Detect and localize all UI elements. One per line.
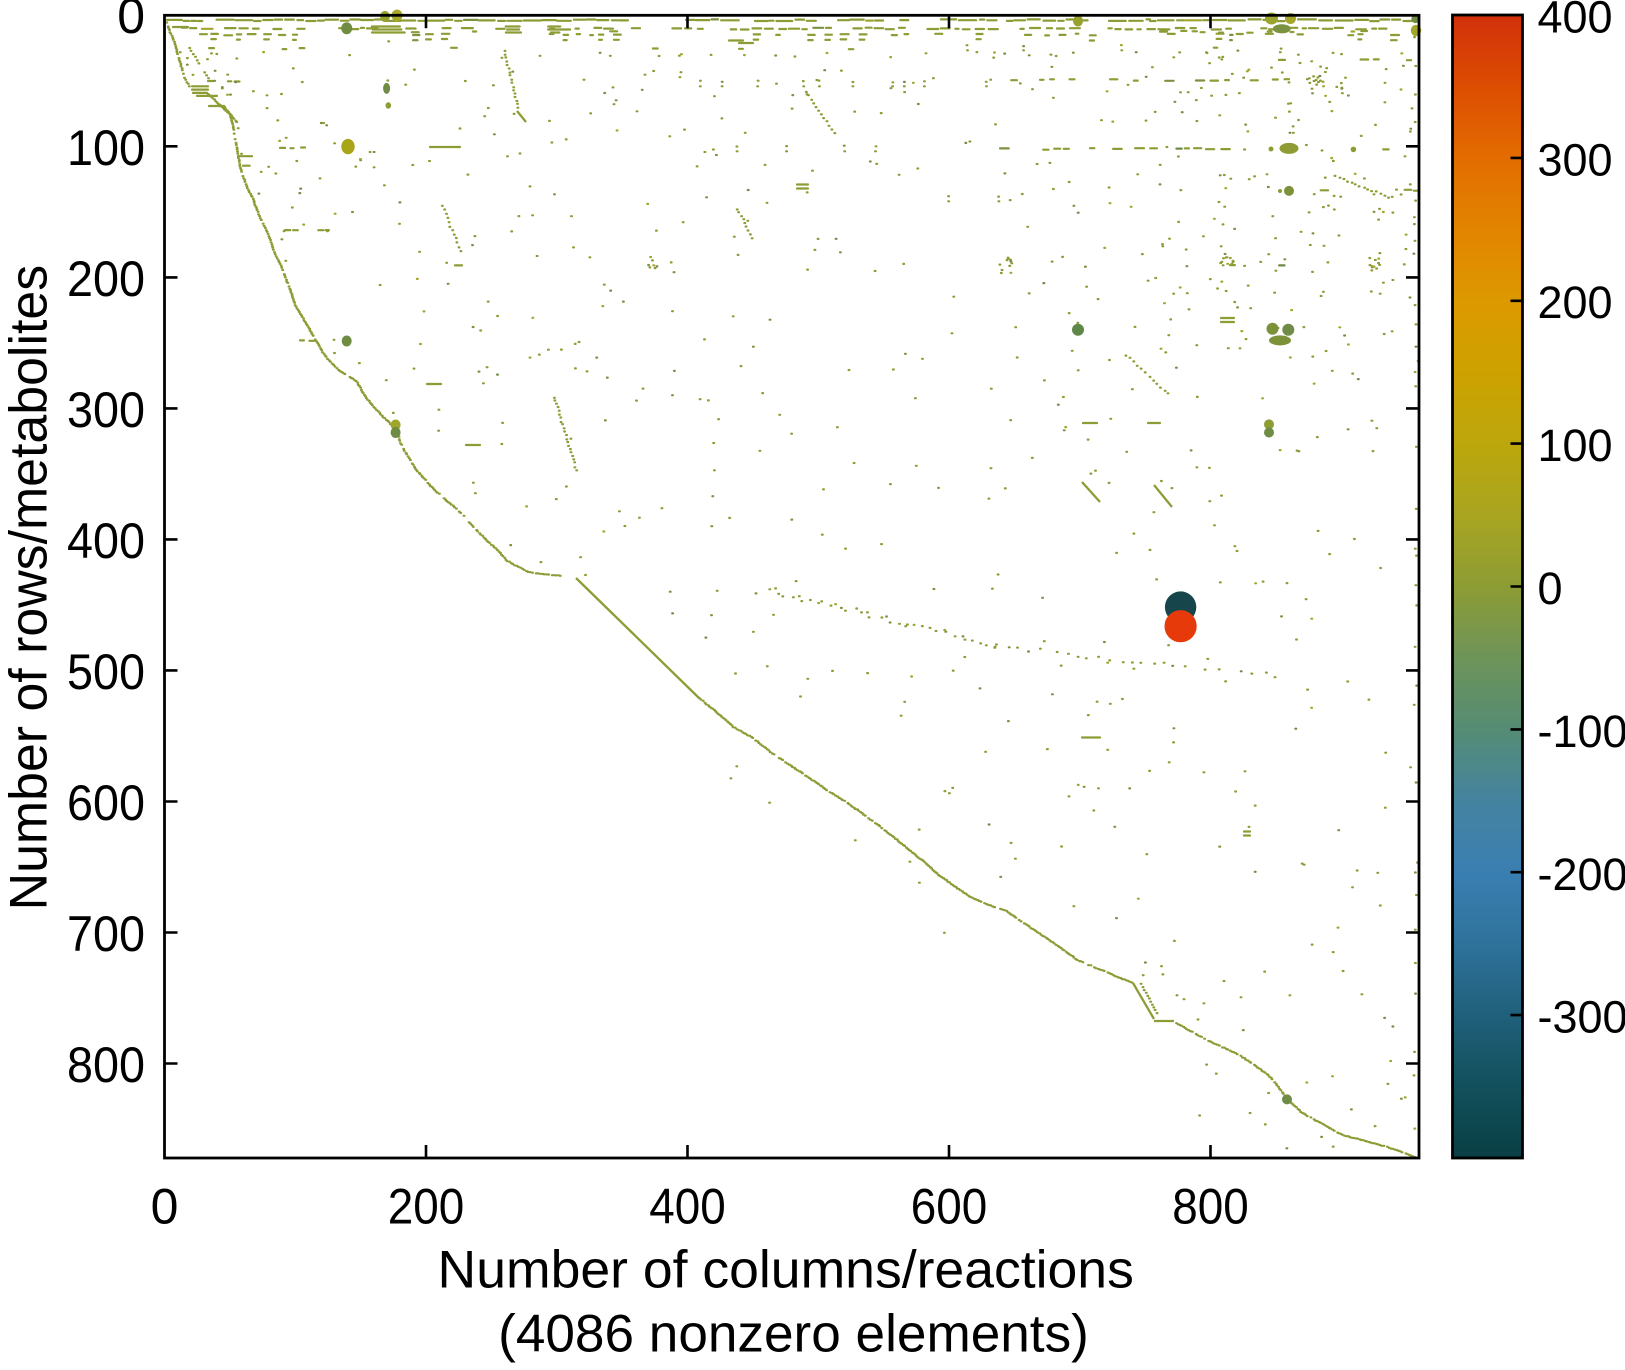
svg-text:600: 600: [67, 775, 145, 831]
svg-text:300: 300: [67, 382, 145, 438]
svg-text:800: 800: [1172, 1179, 1249, 1235]
svg-text:Number of rows/metabolites: Number of rows/metabolites: [0, 265, 59, 911]
svg-text:500: 500: [67, 644, 145, 700]
svg-text:100: 100: [1538, 420, 1613, 471]
svg-text:400: 400: [67, 513, 145, 569]
svg-text:600: 600: [911, 1179, 988, 1235]
svg-text:Number of columns/reactions: Number of columns/reactions: [438, 1241, 1134, 1300]
svg-text:700: 700: [67, 906, 145, 962]
svg-text:800: 800: [67, 1037, 145, 1093]
svg-text:200: 200: [67, 251, 145, 307]
svg-text:400: 400: [1538, 0, 1613, 43]
svg-text:100: 100: [67, 120, 145, 176]
svg-text:300: 300: [1538, 134, 1613, 185]
svg-text:200: 200: [1538, 277, 1613, 328]
svg-text:-300: -300: [1538, 992, 1625, 1043]
svg-text:0: 0: [151, 1179, 179, 1235]
svg-text:0: 0: [117, 0, 145, 44]
svg-text:200: 200: [388, 1179, 465, 1235]
svg-text:0: 0: [1538, 563, 1563, 614]
svg-text:-100: -100: [1538, 706, 1625, 757]
svg-text:400: 400: [649, 1179, 726, 1235]
svg-text:-200: -200: [1538, 849, 1625, 900]
svg-text:(4086 nonzero elements): (4086 nonzero elements): [498, 1305, 1089, 1364]
